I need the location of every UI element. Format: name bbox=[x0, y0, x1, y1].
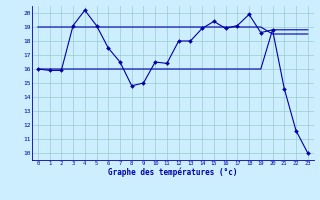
X-axis label: Graphe des températures (°c): Graphe des températures (°c) bbox=[108, 168, 237, 177]
